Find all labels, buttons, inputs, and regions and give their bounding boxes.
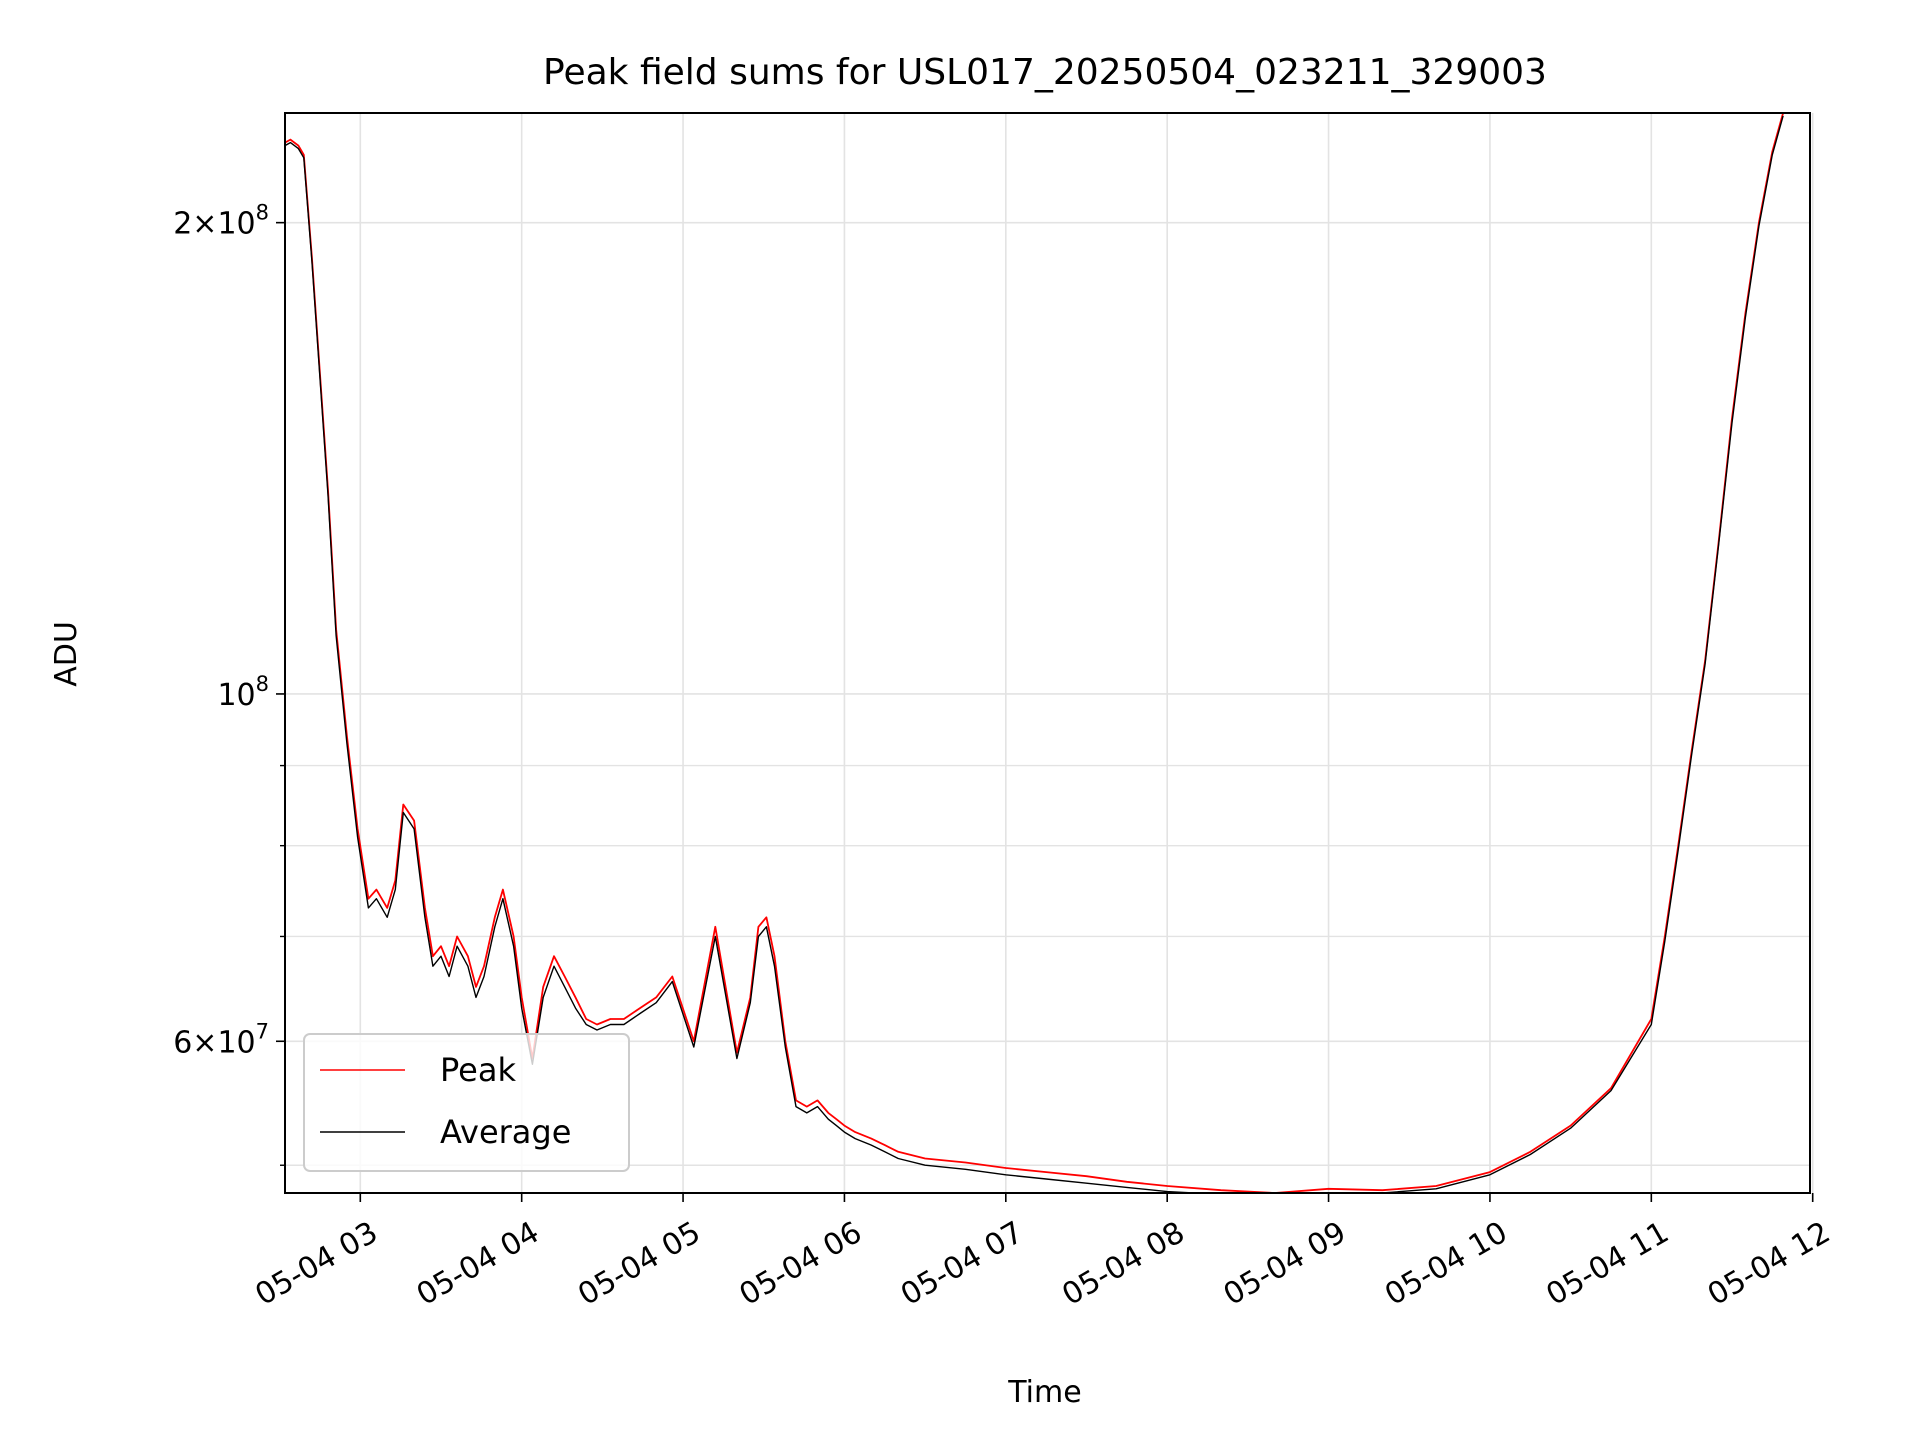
y-tick-exponent: 7: [256, 1019, 269, 1043]
y-axis-label: ADU: [49, 621, 84, 687]
series-line-average: [285, 115, 1784, 1193]
legend-box: [303, 1033, 630, 1172]
y-tick-exponent: 8: [256, 672, 269, 696]
plot-frame: [284, 112, 1811, 1194]
chart-title: Peak field sums for USL017_20250504_0232…: [543, 52, 1547, 93]
y-tick-label: 2×108: [173, 201, 269, 242]
legend-label-peak: Peak: [440, 1051, 516, 1089]
series-layer: [285, 113, 1784, 1193]
y-tick-exponent: 8: [256, 201, 269, 225]
legend: Peak Average: [303, 1033, 630, 1172]
series-line-peak: [285, 113, 1784, 1193]
x-axis-label: Time: [1007, 1375, 1081, 1410]
grid: [285, 113, 1814, 1193]
legend-label-average: Average: [440, 1113, 571, 1151]
y-tick-label: 6×107: [173, 1019, 269, 1060]
